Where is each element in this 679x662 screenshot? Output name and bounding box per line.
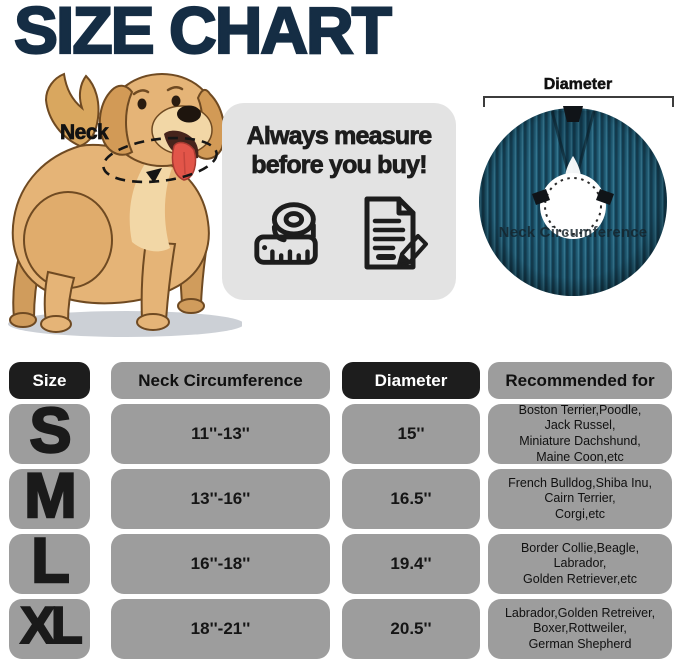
header-cell-recommended-for: Recommended for [488,362,672,399]
neck-cell: 11''-13'' [111,404,330,464]
diameter-value: 20.5'' [390,619,432,638]
diameter-value: 19.4'' [390,554,432,573]
neck-cell: 18''-21'' [111,599,330,659]
product-photo-donut-collar [479,106,667,296]
neck-cell: 13''-16'' [111,469,330,529]
measure-heading-line2: before you buy! [251,151,428,180]
size-table: Size Neck Circumference Diameter Recomme… [9,362,672,662]
dog-eye [171,95,181,107]
recommended-value: French Bulldog,Shiba Inu, Cairn Terrier,… [508,475,652,521]
page-title: SIZE CHART [13,0,393,67]
document-pencil-icon [364,196,428,270]
table-row-m: M 13''-16'' 16.5'' French Bulldog,Shiba … [9,460,672,532]
table-row-s: S 11''-13'' 15'' Boston Terrier,Poodle, … [9,395,672,467]
diameter-cell: 19.4'' [342,534,480,594]
dog-haunch [23,191,113,289]
recommended-cell: French Bulldog,Shiba Inu, Cairn Terrier,… [488,469,672,529]
neck-marker-triangle [146,168,162,183]
golden-retriever-illustration [8,72,242,337]
dog-front-leg-near [140,240,177,321]
neck-value: 16''-18'' [190,554,251,573]
collar-clip-right [596,189,614,205]
recommended-cell: Labrador,Golden Retreiver, Boxer,Rottwei… [488,599,672,659]
measure-icons-row [222,193,456,273]
collar-clip-left [532,189,550,205]
size-letter: XL [19,596,84,656]
size-letter: S [28,395,72,467]
neck-cell: 16''-18'' [111,534,330,594]
diameter-cell: 15'' [342,404,480,464]
size-cell: M [9,460,90,532]
dog-tongue-line [183,151,186,175]
size-letter: L [30,525,71,597]
header-cell-neck-circumference: Neck Circumference [111,362,330,399]
dog-eyebrows [132,86,184,96]
neck-circumference-label: Neck Circumference [498,224,648,241]
donut-neck-hole [540,173,606,239]
dog-paw [177,298,205,314]
table-row-l: L 16''-18'' 19.4'' Border Collie,Beagle,… [9,525,672,597]
measure-heading-line1: Always measure [246,122,432,151]
diameter-cell: 20.5'' [342,599,480,659]
diameter-value: 15'' [397,424,425,443]
collar-clip-top [563,106,583,122]
dog-paw [136,313,170,331]
dog-chest [129,162,172,252]
diameter-label: Diameter [543,76,613,94]
measure-heading: Always measure before you buy! [222,122,456,180]
recommended-cell: Boston Terrier,Poodle, Jack Russel, Mini… [488,402,672,464]
dog-nose [177,105,201,123]
neck-value: 13''-16'' [190,489,251,508]
table-row-xl: XL 18''-21'' 20.5'' Labrador,Golden Retr… [9,596,672,659]
recommended-value: Boston Terrier,Poodle, Jack Russel, Mini… [518,402,642,464]
header-cell-size: Size [9,362,90,399]
neck-value: 11''-13'' [191,424,250,443]
diameter-cell: 16.5'' [342,469,480,529]
recommended-value: Labrador,Golden Retreiver, Boxer,Rottwei… [504,605,656,651]
neck-value: 18''-21'' [190,619,251,638]
dog-paw [9,312,37,328]
neck-dashed-ellipse [102,136,218,184]
dog-tail [44,72,100,148]
dog-ear-left [98,84,134,156]
recommended-cell: Border Collie,Beagle, Labrador, Golden R… [488,534,672,594]
dog-eye [137,98,147,110]
neck-hole-dotted-circle [544,177,602,235]
size-cell: L [9,525,90,597]
diameter-value: 16.5'' [390,489,432,508]
recommended-value: Border Collie,Beagle, Labrador, Golden R… [520,540,640,586]
neck-label: Neck [60,121,109,145]
measuring-tape-icon [254,202,318,265]
diameter-bracket [483,96,674,107]
size-letter: M [23,460,78,532]
dog-paw [40,315,72,333]
table-header-row: Size Neck Circumference Diameter Recomme… [9,362,672,399]
measure-panel: Always measure before you buy! [222,103,456,300]
size-cell: XL [9,596,90,659]
size-cell: S [9,395,90,467]
header-cell-diameter: Diameter [342,362,480,399]
donut-notch-shadow [552,111,594,190]
